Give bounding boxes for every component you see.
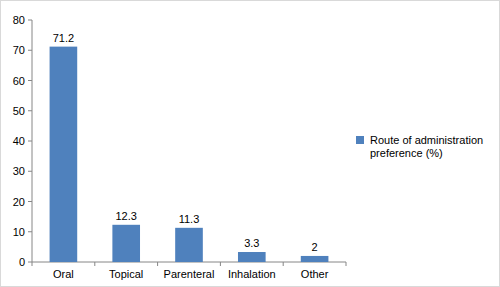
- y-tick-label: 10: [13, 226, 25, 238]
- y-tick-label: 50: [13, 105, 25, 117]
- x-tick: [283, 262, 284, 266]
- y-tick-label: 70: [13, 44, 25, 56]
- bar: [175, 228, 203, 262]
- bar: [112, 225, 140, 262]
- bar: [301, 256, 329, 262]
- x-tick-label: Parenteral: [164, 268, 215, 280]
- bars: [50, 47, 329, 262]
- y-tick: [28, 20, 32, 21]
- data-label: 12.3: [115, 210, 136, 222]
- y-tick: [28, 110, 32, 111]
- x-tick: [346, 262, 347, 266]
- y-tick: [28, 80, 32, 81]
- data-label: 2: [312, 241, 318, 253]
- data-label: 11.3: [179, 213, 200, 225]
- y-tick-label: 60: [13, 75, 25, 87]
- chart-frame: [1, 1, 500, 287]
- bar: [238, 252, 266, 262]
- data-label: 3.3: [244, 237, 259, 249]
- chart: 0 10 20 30 40 50 60 70 80 Oral Topical Parenteral In…: [0, 0, 500, 287]
- y-tick-label: 30: [13, 165, 25, 177]
- legend-swatch: [356, 136, 364, 144]
- data-label: 71.2: [53, 32, 74, 44]
- y-tick: [28, 201, 32, 202]
- x-tick: [32, 262, 33, 266]
- x-tick-label: Inhalation: [228, 268, 276, 280]
- data-labels: 71.2 12.3 11.3 3.3 2: [53, 32, 318, 253]
- y-tick: [28, 141, 32, 142]
- y-tick-label: 20: [13, 196, 25, 208]
- x-tick-label: Oral: [53, 268, 74, 280]
- legend-line: Route of administration: [370, 134, 483, 146]
- x-tick: [94, 262, 95, 266]
- y-tick: [28, 262, 32, 263]
- x-tick: [157, 262, 158, 266]
- y-tick-label: 0: [19, 256, 25, 268]
- x-tick-label: Topical: [109, 268, 143, 280]
- y-tick-label: 80: [13, 14, 25, 26]
- x-tick-label: Other: [301, 268, 329, 280]
- y-tick-label: 40: [13, 135, 25, 147]
- bar: [50, 47, 78, 262]
- y-tick: [28, 171, 32, 172]
- y-tick: [28, 50, 32, 51]
- legend-label: Route of administrationpreference (%): [370, 134, 483, 159]
- legend-line: preference (%): [370, 147, 443, 159]
- x-tick: [220, 262, 221, 266]
- y-tick: [28, 231, 32, 232]
